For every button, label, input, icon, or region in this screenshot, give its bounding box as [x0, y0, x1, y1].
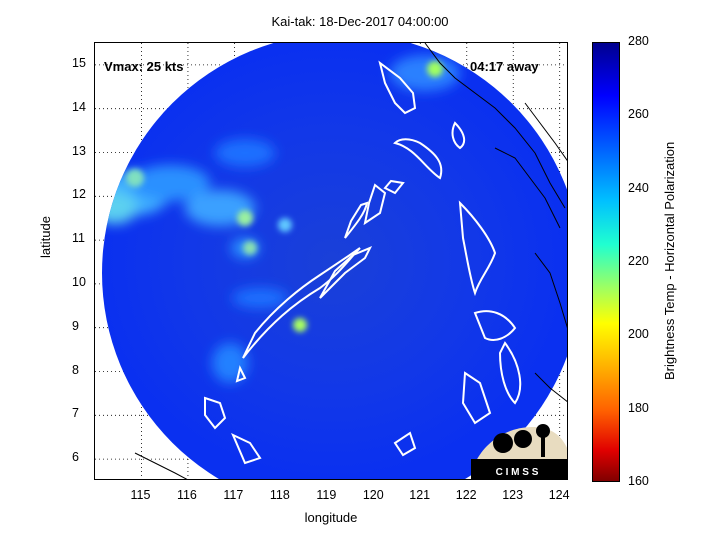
colorbar [592, 42, 620, 482]
coastline-outlines [204, 60, 522, 465]
colorbar-tick-label: 180 [628, 400, 649, 415]
time-away-label: 04:17 away [470, 59, 539, 74]
vmax-label: Vmax: 25 kts [104, 59, 184, 74]
colorbar-tick-label: 260 [628, 107, 649, 122]
logo-text: C I M S S [496, 467, 539, 478]
outer-coastlines [134, 43, 567, 479]
y-tick-label: 11 [72, 231, 85, 246]
y-tick-label: 8 [72, 362, 79, 377]
x-tick-label: 122 [455, 488, 477, 502]
y-tick-label: 12 [72, 187, 86, 202]
y-tick-label: 13 [72, 143, 86, 158]
x-tick-label: 123 [502, 488, 524, 502]
y-tick-label: 9 [72, 318, 79, 333]
x-tick-label: 124 [548, 488, 570, 502]
x-tick-label: 118 [269, 488, 290, 502]
y-tick-label: 15 [72, 55, 86, 70]
x-tick-label: 120 [362, 488, 384, 502]
x-tick-label: 121 [409, 488, 431, 502]
swath-map: C I M S S [95, 43, 567, 479]
y-tick-label: 14 [72, 99, 86, 114]
colorbar-tick-label: 160 [628, 474, 649, 488]
cimss-logo: C I M S S [471, 424, 567, 479]
x-tick-label: 117 [223, 488, 244, 502]
map-plot-area: C I M S S Vmax: 25 kts 04:17 away [94, 42, 568, 480]
y-tick-label: 10 [72, 274, 86, 289]
brightness-swath [102, 43, 567, 479]
x-tick-label: 119 [316, 488, 337, 502]
x-tick-label: 116 [176, 488, 197, 502]
x-axis-label: longitude [304, 510, 358, 525]
colorbar-tick-label: 240 [628, 180, 649, 195]
colorbar-tick-label: 200 [628, 327, 649, 342]
colorbar-label: Brightness Temp - Horizontal Polarizatio… [662, 141, 677, 380]
y-tick-label: 7 [72, 406, 79, 421]
colorbar-tick-label: 280 [628, 34, 649, 48]
colorbar-tick-label: 220 [628, 254, 649, 268]
plot-title: Kai-tak: 18-Dec-2017 04:00:00 [271, 14, 449, 29]
y-tick-label: 6 [72, 450, 79, 465]
y-axis-label: latitude [38, 216, 53, 258]
x-tick-label: 115 [130, 488, 151, 502]
